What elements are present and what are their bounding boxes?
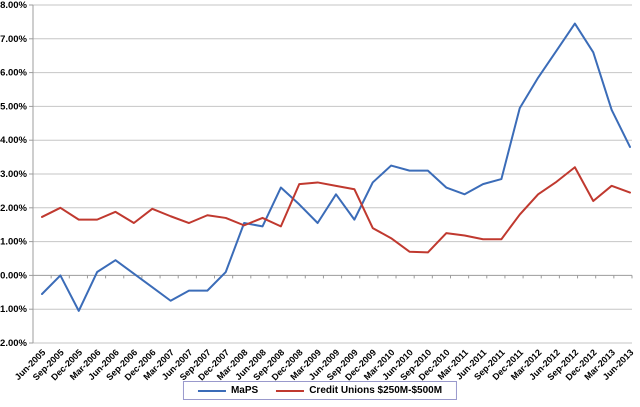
svg-text:6.00%: 6.00% [0,68,27,79]
legend-label-credit-unions: Credit Unions $250M-$500M [309,385,443,396]
svg-text:0.00%: 0.00% [0,270,27,281]
legend-item-credit-unions: Credit Unions $250M-$500M [276,385,442,396]
svg-text:-2.00%: -2.00% [0,338,28,349]
legend-item-maps: MaPS [197,385,259,396]
svg-text:4.00%: 4.00% [0,135,27,146]
chart-legend: MaPS Credit Unions $250M-$500M [182,381,458,400]
svg-text:5.00%: 5.00% [0,101,27,112]
svg-text:1.00%: 1.00% [0,237,27,248]
svg-text:-1.00%: -1.00% [0,304,28,315]
svg-text:8.00%: 8.00% [0,0,27,11]
maps-line-swatch [197,389,226,392]
credit-unions-line-swatch [276,389,305,392]
svg-text:3.00%: 3.00% [0,169,27,180]
svg-text:7.00%: 7.00% [0,34,27,45]
legend-label-maps: MaPS [230,385,259,396]
svg-text:2.00%: 2.00% [0,203,27,214]
